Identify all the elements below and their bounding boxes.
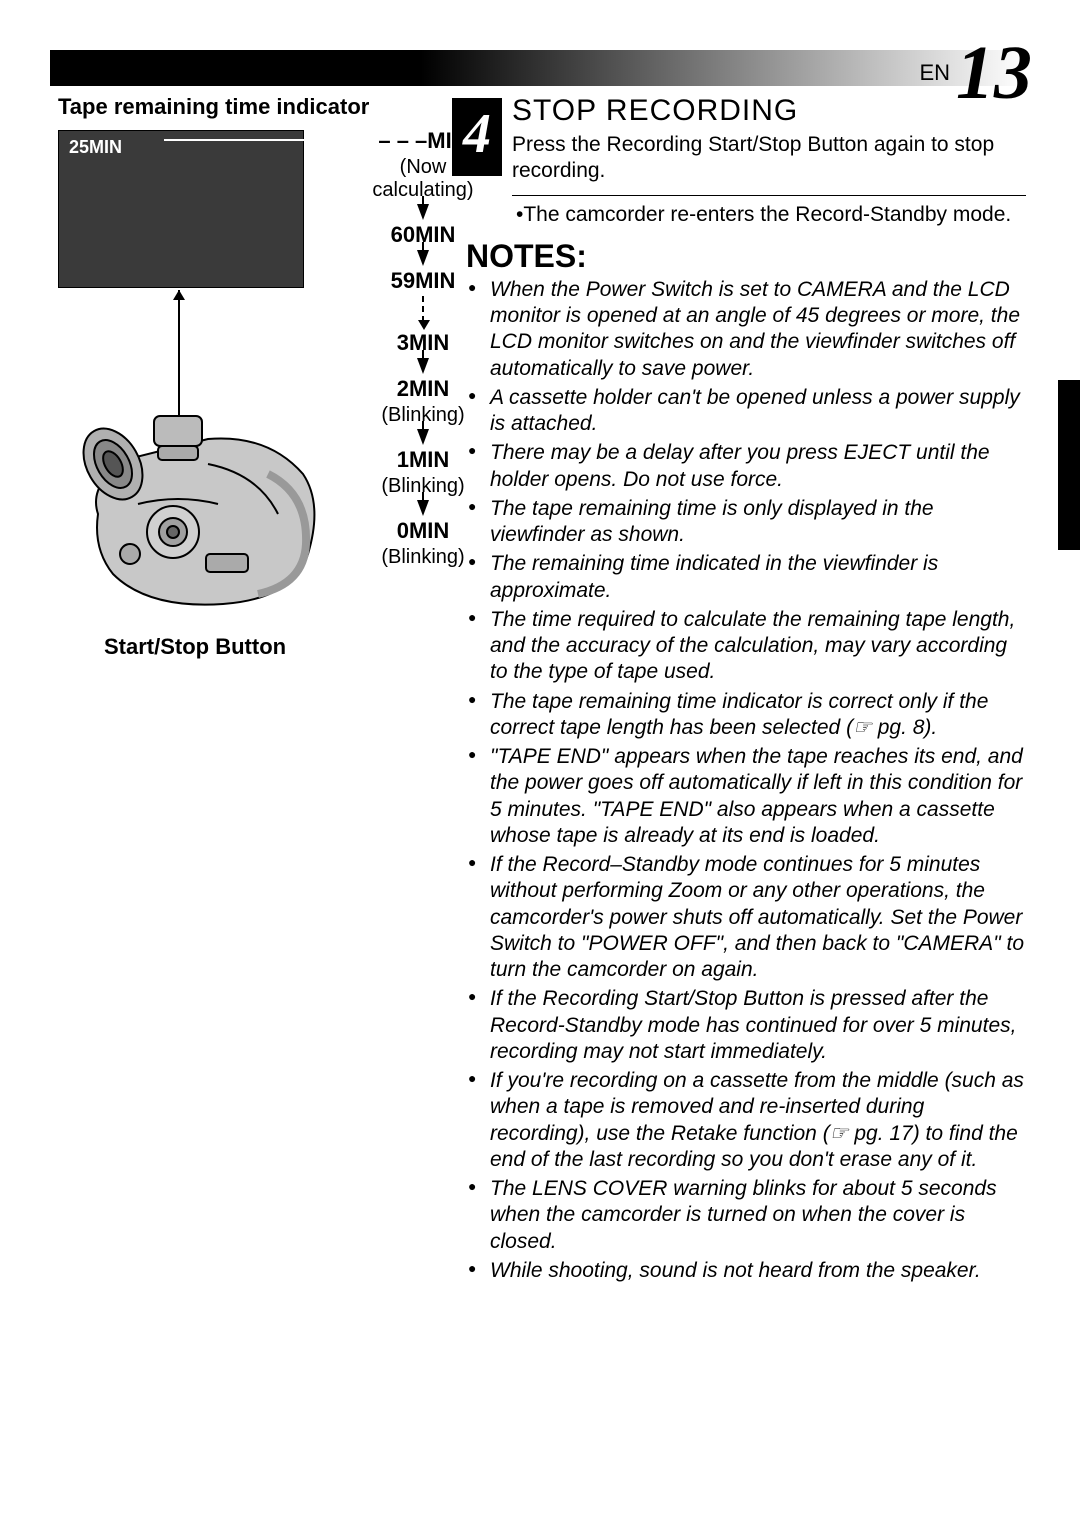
camcorder-illustration bbox=[58, 404, 338, 624]
arrow-down-icon bbox=[417, 204, 429, 220]
page-lang: EN bbox=[919, 60, 950, 86]
header-gradient-bar bbox=[50, 50, 1025, 86]
step-sub-bullet: •The camcorder re-enters the Record-Stan… bbox=[466, 202, 1026, 228]
arrow-down-icon bbox=[417, 358, 429, 374]
step-title: STOP RECORDING bbox=[512, 94, 1026, 128]
note-item: "TAPE END" appears when the tape reaches… bbox=[466, 744, 1026, 849]
arrow-down-icon bbox=[417, 500, 429, 516]
side-tab bbox=[1058, 380, 1080, 550]
note-item: If the Recording Start/Stop Button is pr… bbox=[466, 986, 1026, 1065]
note-item: A cassette holder can't be opened unless… bbox=[466, 385, 1026, 438]
note-item: If you're recording on a cassette from t… bbox=[466, 1068, 1026, 1173]
arrow-down-icon bbox=[417, 250, 429, 266]
step-text: Press the Recording Start/Stop Button ag… bbox=[512, 132, 1026, 185]
note-item: While shooting, sound is not heard from … bbox=[466, 1258, 1026, 1284]
note-item: The time required to calculate the remai… bbox=[466, 607, 1026, 686]
note-item: There may be a delay after you press EJE… bbox=[466, 440, 1026, 493]
step-divider bbox=[512, 195, 1026, 196]
step-block: 4 STOP RECORDING Press the Recording Sta… bbox=[466, 94, 1026, 185]
arrow-dashed-down-icon bbox=[422, 296, 424, 322]
notes-list: When the Power Switch is set to CAMERA a… bbox=[466, 277, 1026, 1284]
step-number-box: 4 bbox=[452, 98, 502, 176]
right-column: 4 STOP RECORDING Press the Recording Sta… bbox=[466, 94, 1026, 1287]
notes-title: NOTES: bbox=[466, 238, 1026, 275]
note-item: The LENS COVER warning blinks for about … bbox=[466, 1176, 1026, 1255]
horizontal-arrow-icon bbox=[164, 139, 346, 141]
note-item: The remaining time indicated in the view… bbox=[466, 551, 1026, 604]
arrow-down-icon bbox=[417, 429, 429, 445]
note-item: When the Power Switch is set to CAMERA a… bbox=[466, 277, 1026, 382]
screen-time-label: 25MIN bbox=[69, 137, 122, 158]
left-column: Tape remaining time indicator 25MIN – – … bbox=[58, 94, 448, 128]
viewfinder-screen: 25MIN bbox=[58, 130, 304, 288]
note-item: The tape remaining time indicator is cor… bbox=[466, 689, 1026, 742]
tape-indicator-title: Tape remaining time indicator bbox=[58, 94, 448, 120]
note-item: If the Record–Standby mode continues for… bbox=[466, 852, 1026, 983]
note-item: The tape remaining time is only displaye… bbox=[466, 496, 1026, 549]
start-stop-button-label: Start/Stop Button bbox=[104, 634, 286, 660]
